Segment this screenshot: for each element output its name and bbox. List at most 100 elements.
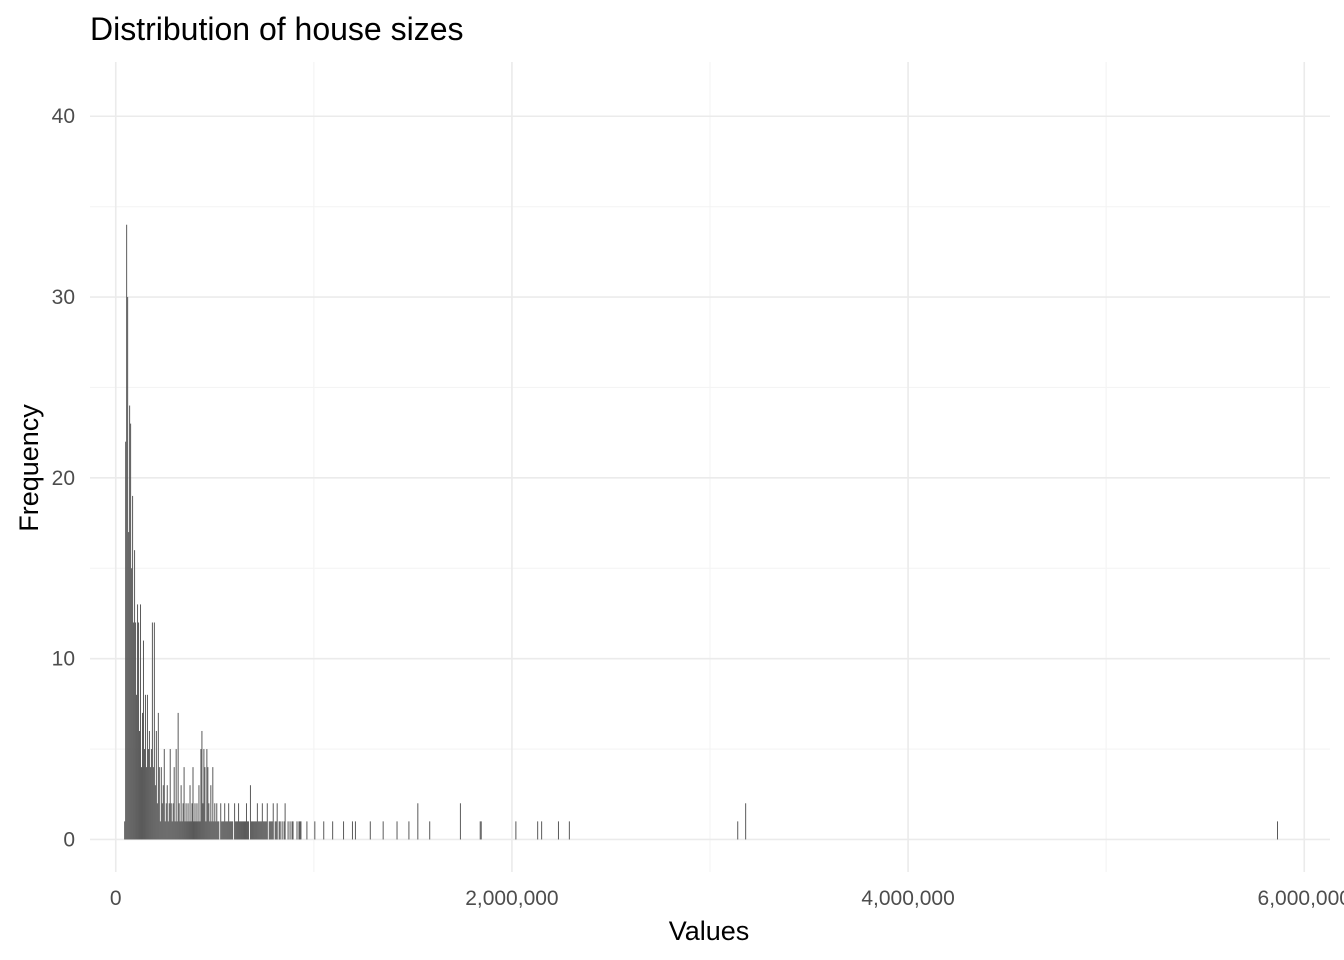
histogram-bar [238, 803, 240, 840]
histogram-bar [151, 622, 153, 840]
histogram-bar [129, 405, 131, 840]
histogram-bar [148, 730, 150, 840]
histogram-bar [216, 803, 218, 840]
histogram-bar [200, 749, 202, 840]
histogram-bar [136, 694, 138, 840]
histogram-bar [224, 803, 226, 840]
histogram-bar [167, 821, 169, 840]
histogram-bar [239, 821, 241, 840]
histogram-bar [218, 821, 220, 840]
histogram-bar [292, 821, 294, 840]
x-axis-title: Values [669, 916, 750, 946]
histogram-bar [234, 803, 236, 840]
histogram-bar [275, 821, 277, 840]
histogram-bar [133, 622, 135, 840]
y-tick-label: 20 [52, 467, 75, 490]
histogram-bar [220, 803, 222, 840]
histogram-bar [256, 803, 258, 840]
histogram-bar [354, 821, 356, 840]
histogram-bar [135, 622, 137, 840]
histogram-bar [158, 767, 160, 840]
histogram-bar [137, 604, 139, 840]
histogram-bar [124, 821, 126, 840]
histogram-bar [139, 730, 141, 840]
histogram-bar [255, 821, 257, 840]
bars-layer [124, 224, 1279, 840]
histogram-bar [278, 821, 280, 840]
histogram-bar [737, 821, 739, 840]
histogram-bar [126, 224, 128, 840]
histogram-bar [298, 821, 300, 840]
histogram-bar [264, 821, 266, 840]
histogram-bar [343, 821, 345, 840]
histogram-bar [369, 821, 371, 840]
histogram-bar [235, 821, 237, 840]
histogram-bar [209, 821, 211, 840]
histogram-bar [141, 767, 142, 840]
histogram-bar [202, 803, 204, 840]
histogram-bar [252, 821, 254, 840]
histogram-bar [215, 821, 217, 840]
histogram-bar [480, 821, 482, 840]
histogram-bar [143, 749, 145, 840]
histogram-bar [276, 803, 278, 840]
histogram-bar [230, 821, 232, 840]
histogram-bar [170, 803, 172, 840]
histogram-bar [231, 821, 233, 840]
histogram-bar [171, 821, 173, 840]
histogram-bar [254, 821, 256, 840]
histogram-bar [242, 821, 244, 840]
histogram-bar [217, 821, 219, 840]
histogram-bar [274, 821, 276, 840]
histogram-bar [232, 821, 234, 840]
histogram-bar [155, 730, 157, 840]
histogram-bar [203, 749, 205, 840]
histogram-bar [314, 821, 316, 840]
histogram-bar [128, 532, 130, 840]
histogram-bar [187, 803, 189, 840]
histogram-bar [251, 821, 253, 840]
y-tick-label: 40 [52, 105, 75, 128]
histogram-bar [245, 803, 247, 840]
histogram-bar [198, 785, 200, 840]
histogram-bar [221, 821, 223, 840]
histogram-bar [240, 821, 242, 840]
histogram-bar [193, 821, 195, 840]
histogram-bar [272, 803, 274, 840]
histogram-bar [191, 803, 193, 840]
histogram-bar [306, 821, 308, 840]
histogram-bar [382, 821, 384, 840]
histogram-bar [227, 821, 229, 840]
histogram-bar [289, 821, 291, 840]
histogram-bar [157, 712, 159, 840]
histogram-bar [138, 622, 140, 840]
histogram-bar [174, 821, 176, 840]
histogram-bar [244, 821, 245, 840]
histogram-bar [279, 821, 281, 840]
grid-layer [90, 62, 1330, 872]
histogram-bar [164, 821, 166, 840]
histogram-bar [1277, 821, 1279, 840]
y-axis-title: Frequency [14, 404, 44, 532]
histogram-bar [568, 821, 570, 840]
histogram-bar [176, 821, 178, 840]
histogram-bar [177, 712, 179, 840]
histogram-bar [165, 803, 167, 840]
histogram-bar [541, 821, 543, 840]
histogram-bar [186, 821, 188, 840]
histogram-bar [156, 803, 158, 840]
histogram-bar [169, 749, 171, 840]
histogram-bar [261, 803, 263, 840]
histogram-bar [196, 803, 198, 840]
histogram-bar [253, 821, 255, 840]
histogram-bar [212, 767, 214, 840]
histogram-bar [269, 821, 271, 840]
histogram-bar [144, 694, 146, 840]
histogram-bar [197, 821, 199, 840]
histogram-bar [194, 803, 196, 840]
x-tick-label: 2,000,000 [465, 887, 558, 910]
histogram-bar [260, 821, 262, 840]
histogram-bar [396, 821, 398, 840]
histogram-bar [149, 767, 151, 840]
histogram-bar [429, 821, 431, 840]
